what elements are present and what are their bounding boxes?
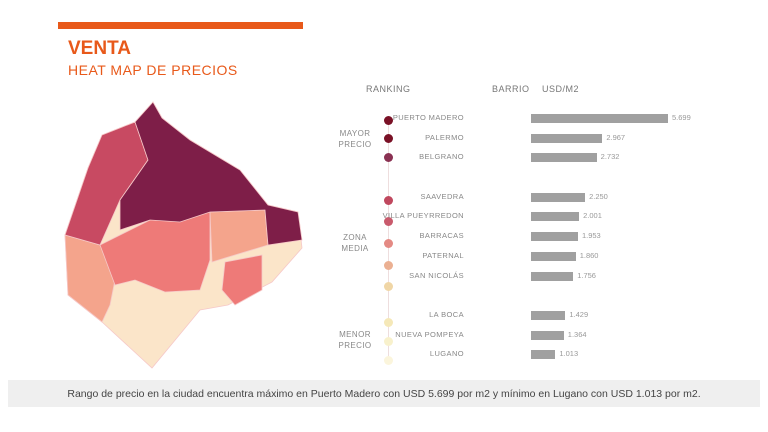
barrio-label: PALERMO <box>425 133 464 142</box>
barrio-label: LUGANO <box>429 349 464 358</box>
map-region-north <box>119 101 303 246</box>
column-usd: USD/M2 <box>542 84 580 94</box>
bar <box>531 212 580 221</box>
bar <box>531 134 603 143</box>
ranking-dot <box>384 318 393 327</box>
ranking-dot <box>384 116 393 125</box>
barrio-label: SAAVEDRA <box>420 192 464 201</box>
barrio-label: LA BOCA <box>429 310 464 319</box>
ranking-dot <box>384 217 393 226</box>
bar-value-label: 2.732 <box>600 152 620 161</box>
group-label: MAYOR <box>339 129 371 138</box>
barrio-label: PATERNAL <box>422 251 464 260</box>
header-accent-bar <box>58 22 303 29</box>
bar <box>531 232 578 241</box>
column-barrio: BARRIO <box>492 84 530 94</box>
bar <box>531 272 574 281</box>
bar-value-label: 1.013 <box>559 349 579 358</box>
ranking-dot <box>384 356 393 365</box>
bar-value-label: 1.953 <box>581 231 601 240</box>
bar-value-label: 1.756 <box>577 271 596 280</box>
bar <box>531 311 566 320</box>
bar-value-label: 1.364 <box>567 330 587 339</box>
ranking-dot <box>384 282 393 291</box>
group-label: MENOR <box>339 330 371 339</box>
ranking-dot <box>384 196 393 205</box>
bar <box>531 350 556 359</box>
bar <box>531 252 576 261</box>
bar-value-label: 1.860 <box>579 251 599 260</box>
map-region-barracas <box>221 254 263 306</box>
page-subtitle: HEAT MAP DE PRECIOS <box>68 62 238 78</box>
bar <box>531 193 586 202</box>
ranking-dot <box>384 239 393 248</box>
bar-value-label: 2.967 <box>606 133 626 142</box>
column-ranking: RANKING <box>366 84 411 94</box>
barrio-label: BARRACAS <box>419 231 464 240</box>
barrio-label: PUERTO MADERO <box>392 113 464 122</box>
group-menor: MENOR PRECIO <box>330 329 380 351</box>
barrio-label: VILLA PUEYRREDON <box>382 211 464 220</box>
bar <box>531 153 597 162</box>
footer-note: Rango de precio en la ciudad encuentra m… <box>8 380 760 407</box>
ranking-dot <box>384 337 393 346</box>
bar-value-label: 5.699 <box>672 113 691 122</box>
group-label: PRECIO <box>338 341 372 350</box>
group-label: ZONA <box>343 233 367 242</box>
group-media: ZONA MEDIA <box>330 232 380 254</box>
barrio-label: SAN NICOLÁS <box>409 271 464 280</box>
bar <box>531 114 668 123</box>
group-mayor: MAYOR PRECIO <box>330 128 380 150</box>
bar <box>531 331 564 340</box>
page-title: VENTA <box>68 38 131 59</box>
bar-value-label: 2.250 <box>589 192 608 201</box>
ranking-dot <box>384 134 393 143</box>
ranking-dot <box>384 153 393 162</box>
group-label: PRECIO <box>338 140 372 149</box>
bar-value-label: 2.001 <box>583 211 602 220</box>
ranking-dot <box>384 261 393 270</box>
heat-map <box>64 101 303 369</box>
bar-value-label: 1.429 <box>569 310 589 319</box>
barrio-label: NUEVA POMPEYA <box>395 330 464 339</box>
group-label: MEDIA <box>341 244 369 253</box>
barrio-label: BELGRANO <box>419 152 464 161</box>
